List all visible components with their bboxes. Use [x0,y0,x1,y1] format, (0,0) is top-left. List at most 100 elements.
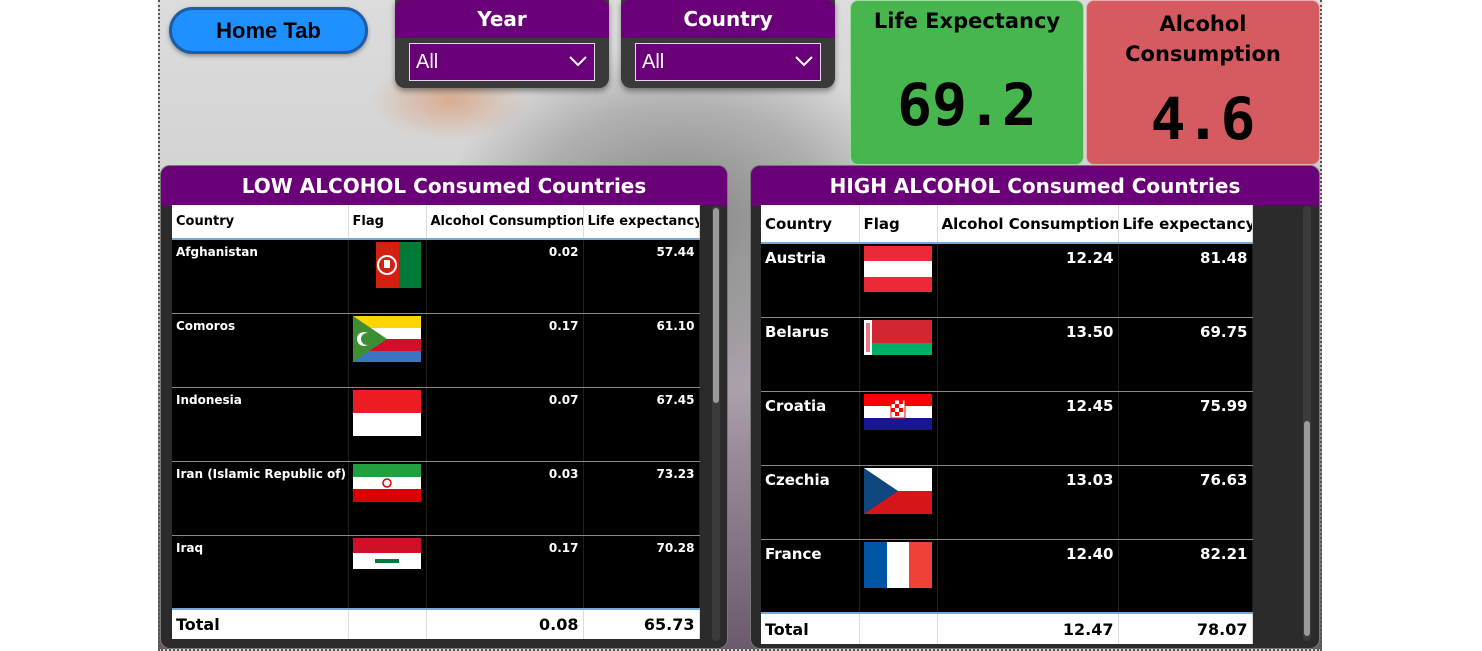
column-header-country[interactable]: Country [761,205,860,244]
table-row[interactable]: Comoros 0.17 61.10 [172,313,700,388]
year-slicer: Year All [395,0,609,88]
flag-cell [859,317,938,392]
total-flag-cell [859,612,938,644]
column-header-country[interactable]: Country [172,205,349,240]
czechia-flag-icon [863,467,932,514]
chevron-down-icon [569,56,587,67]
indonesia-flag-icon [352,389,421,436]
low-alcohol-title: LOW ALCOHOL Consumed Countries [161,166,727,206]
flag-cell [348,313,427,388]
country-cell: Czechia [761,465,860,540]
low-table-scrollbar[interactable] [712,206,720,641]
country-cell: Iraq [172,535,349,610]
alcohol-cell: 13.03 [937,465,1119,540]
table-row[interactable]: Czechia 13.03 76.63 [761,465,1253,540]
table-row[interactable]: Afghanistan 0.02 57.44 [172,239,700,314]
alcohol-cell: 12.40 [937,539,1119,614]
belarus-flag-icon [863,319,932,355]
country-cell: Comoros [172,313,349,388]
life-expectancy-cell: 69.75 [1118,317,1253,392]
country-cell: Croatia [761,391,860,466]
flag-cell [348,239,427,314]
home-tab-button[interactable]: Home Tab [169,7,368,54]
year-dropdown[interactable]: All [409,43,595,81]
total-label: Total [761,612,860,644]
column-header-life[interactable]: Life expectancy [1118,205,1253,244]
flag-cell [859,391,938,466]
high-alcohol-title: HIGH ALCOHOL Consumed Countries [751,166,1319,206]
country-cell: France [761,539,860,614]
total-label: Total [172,608,349,639]
country-slicer: Country All [621,0,835,88]
high-alcohol-panel: HIGH ALCOHOL Consumed Countries Country … [750,165,1320,649]
country-cell: Afghanistan [172,239,349,314]
total-alcohol: 0.08 [426,608,584,639]
life-expectancy-cell: 61.10 [583,313,700,388]
scrollbar-thumb[interactable] [1304,421,1310,636]
table-header-row: Country Flag Alcohol Consumption Life ex… [761,205,1253,244]
year-slicer-title: Year [395,0,609,38]
column-header-flag[interactable]: Flag [348,205,427,240]
scrollbar-thumb[interactable] [713,208,719,403]
alcohol-consumption-value: 4.6 [1150,85,1256,153]
alcohol-cell: 0.03 [426,461,584,536]
column-header-life[interactable]: Life expectancy [583,205,700,240]
life-expectancy-cell: 73.23 [583,461,700,536]
total-life: 78.07 [1118,612,1253,644]
austria-flag-icon [863,246,932,292]
flag-cell [348,535,427,610]
table-row[interactable]: Iraq 0.17 70.28 [172,535,700,610]
iraq-flag-icon [352,537,421,584]
life-expectancy-cell: 70.28 [583,535,700,610]
flag-cell [348,461,427,536]
low-alcohol-panel: LOW ALCOHOL Consumed Countries Country F… [160,165,728,649]
alcohol-consumption-card: Alcohol Consumption 4.6 [1086,0,1320,165]
table-row[interactable]: France 12.40 82.21 [761,539,1253,614]
life-expectancy-cell: 81.48 [1118,243,1253,318]
low-alcohol-table: Country Flag Alcohol Consumption Life ex… [172,205,700,639]
life-expectancy-cell: 75.99 [1118,391,1253,466]
alcohol-cell: 0.17 [426,313,584,388]
total-row: Total 0.08 65.73 [172,608,700,639]
country-dropdown[interactable]: All [635,43,821,81]
alcohol-cell: 0.07 [426,387,584,462]
flag-cell [859,465,938,540]
afghanistan-flag-icon [352,242,421,288]
table-row[interactable]: Croatia 12.45 75.99 [761,391,1253,466]
table-row[interactable]: Iran (Islamic Republic of) 0.03 73.23 [172,461,700,536]
table-row[interactable]: Austria 12.24 81.48 [761,243,1253,318]
iran-flag-icon [352,463,421,502]
life-expectancy-cell: 67.45 [583,387,700,462]
country-dropdown-value: All [642,50,665,73]
country-cell: Austria [761,243,860,318]
alcohol-cell: 12.45 [937,391,1119,466]
life-expectancy-cell: 57.44 [583,239,700,314]
table-header-row: Country Flag Alcohol Consumption Life ex… [172,205,700,240]
high-alcohol-table: Country Flag Alcohol Consumption Life ex… [761,205,1253,644]
life-expectancy-card: Life Expectancy 69.2 [850,0,1084,165]
flag-cell [348,387,427,462]
country-slicer-title: Country [621,0,835,38]
life-expectancy-cell: 82.21 [1118,539,1253,614]
column-header-flag[interactable]: Flag [859,205,938,244]
life-expectancy-cell: 76.63 [1118,465,1253,540]
alcohol-cell: 0.17 [426,535,584,610]
comoros-flag-icon [352,315,421,362]
column-header-alcohol[interactable]: Alcohol Consumption [426,205,584,240]
total-flag-cell [348,608,427,639]
flag-cell [859,243,938,318]
table-row[interactable]: Belarus 13.50 69.75 [761,317,1253,392]
total-alcohol: 12.47 [937,612,1119,644]
column-header-alcohol[interactable]: Alcohol Consumption [937,205,1119,244]
alcohol-cell: 13.50 [937,317,1119,392]
alcohol-cell: 12.24 [937,243,1119,318]
table-row[interactable]: Indonesia 0.07 67.45 [172,387,700,462]
year-dropdown-value: All [416,50,439,73]
high-table-scrollbar[interactable] [1303,206,1311,641]
country-cell: Indonesia [172,387,349,462]
croatia-flag-icon [863,393,932,430]
france-flag-icon [863,541,932,588]
alcohol-cell: 0.02 [426,239,584,314]
alcohol-consumption-title: Alcohol Consumption [1125,12,1281,66]
country-cell: Belarus [761,317,860,392]
